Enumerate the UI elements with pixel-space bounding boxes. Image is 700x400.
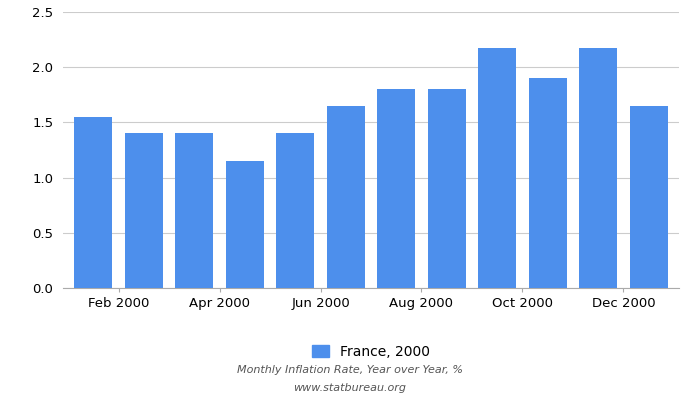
Bar: [528, 78, 567, 288]
Bar: [226, 161, 264, 288]
Text: www.statbureau.org: www.statbureau.org: [293, 383, 407, 393]
Bar: [630, 106, 668, 288]
Bar: [175, 134, 214, 288]
Legend: France, 2000: France, 2000: [312, 345, 430, 359]
Bar: [377, 89, 415, 288]
Bar: [276, 134, 314, 288]
Bar: [74, 117, 112, 288]
Bar: [327, 106, 365, 288]
Bar: [580, 48, 617, 288]
Text: Monthly Inflation Rate, Year over Year, %: Monthly Inflation Rate, Year over Year, …: [237, 365, 463, 375]
Bar: [125, 134, 162, 288]
Bar: [478, 48, 516, 288]
Bar: [428, 89, 466, 288]
